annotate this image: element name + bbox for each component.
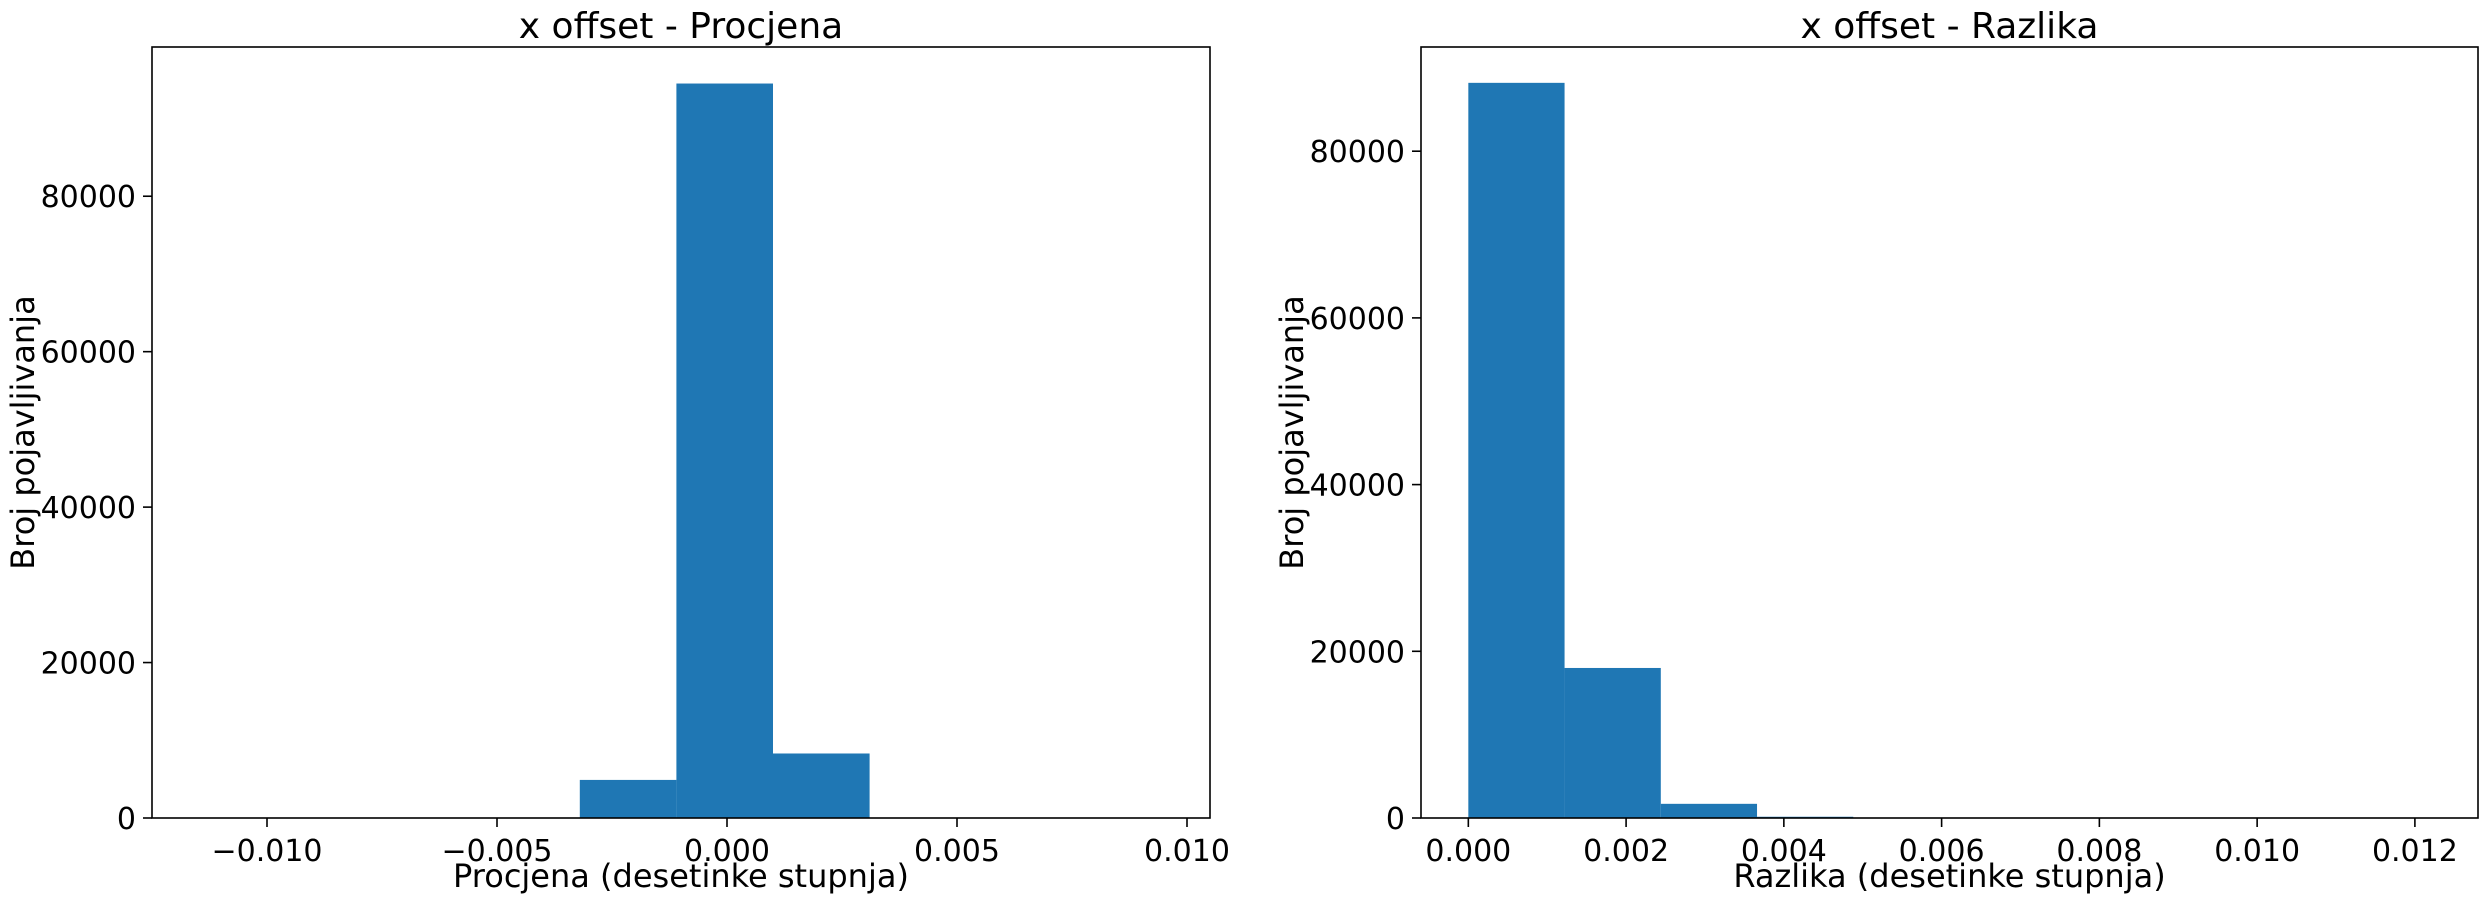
histogram-procjena: −0.010 −0.005 0.000 0.005 0.010 0 20000 40000 60… (4, 6, 1230, 895)
x-axis-label: Procjena (desetinke stupnja) (453, 857, 909, 895)
histogram-bar (1564, 667, 1661, 818)
y-tick-label: 20000 (41, 647, 136, 682)
x-tick-label: −0.005 (441, 834, 552, 869)
y-tick-label: 80000 (1310, 135, 1405, 170)
histogram-bar (773, 753, 870, 818)
y-tick-label: 40000 (1310, 469, 1405, 504)
chart-title: x offset - Procjena (519, 6, 843, 47)
histogram-bar (676, 83, 773, 818)
y-axis-label: Broj pojavljivanja (1273, 295, 1311, 569)
y-tick-label: 0 (1386, 802, 1405, 837)
plot-frame (1420, 46, 2479, 819)
y-tick-label: 0 (117, 802, 136, 837)
histogram-bar (579, 779, 677, 818)
y-tick-label: 80000 (41, 180, 136, 215)
x-tick-label: 0.004 (1741, 834, 1827, 869)
x-tick-label: 0.008 (2056, 834, 2142, 869)
x-tick-label: 0.005 (914, 834, 1000, 869)
y-tick-label: 60000 (1310, 302, 1405, 337)
y-tick-label: 60000 (41, 336, 136, 371)
chart-title: x offset - Razlika (1801, 6, 2099, 47)
x-tick-label: 0.010 (2214, 834, 2300, 869)
x-tick-label: 0.012 (2372, 834, 2458, 869)
plot-frame (151, 46, 1211, 819)
x-tick-label: 0.000 (684, 834, 770, 869)
histogram-bar (1468, 82, 1565, 819)
x-tick-label: 0.002 (1583, 834, 1669, 869)
x-axis-label: Razlika (desetinke stupnja) (1733, 857, 2165, 895)
y-tick-label: 20000 (1310, 635, 1405, 670)
x-tick-label: 0.006 (1899, 834, 1985, 869)
x-tick-label: −0.010 (211, 834, 322, 869)
histogram-razlika: 0.000 0.002 0.004 0.006 0.008 0.010 0.012 0 2000… (1273, 6, 2479, 895)
y-axis-label: Broj pojavljivanja (4, 295, 42, 569)
y-tick-label: 40000 (41, 491, 136, 526)
histogram-bar (1660, 803, 1758, 818)
x-tick-label: 0.000 (1425, 834, 1511, 869)
x-tick-label: 0.010 (1144, 834, 1230, 869)
